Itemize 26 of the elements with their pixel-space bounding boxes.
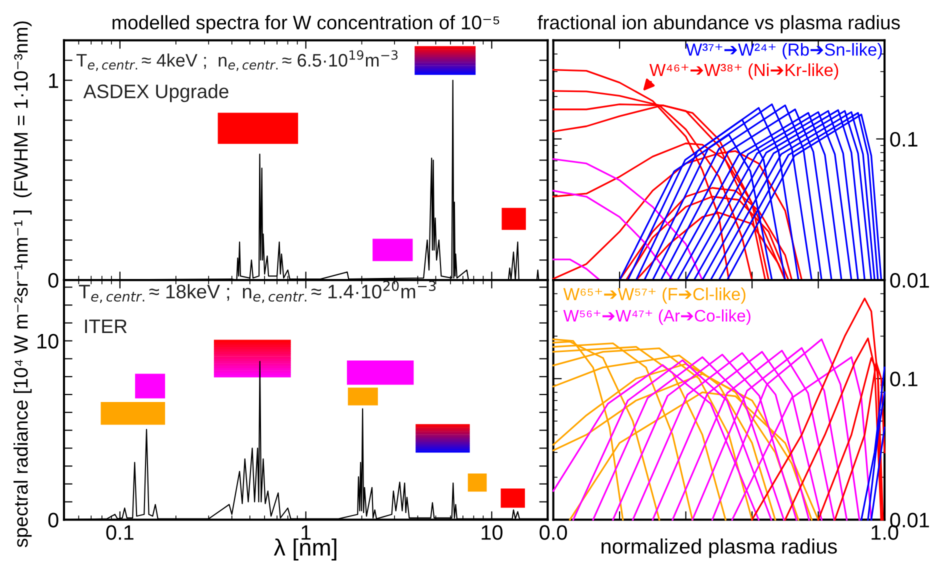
y-tick-label: 0: [48, 512, 58, 528]
x-tick-label: 10: [482, 525, 502, 540]
y-tick-label: 0.01: [890, 512, 929, 528]
y-tick-label: 0.1: [890, 132, 918, 147]
annotation: T$_{e,centr.}$≈ 4keV ; n$_{e,centr.}$≈ 6.5·10$^{19}$m$^{−3}$: [76, 50, 398, 71]
chart-title: fractional ion abundance vs plasma radius: [538, 15, 900, 34]
y-tick-label: 0.1: [890, 372, 918, 386]
chart-title: modelled spectra for W concentration of 10⁻⁵: [112, 15, 500, 34]
annotation: W³⁷⁺➔W²⁴⁺ (Rb➔Sn-like): [686, 43, 882, 60]
x-tick-label: 1.0: [872, 525, 898, 540]
x-axis-title: λ [nm]: [274, 538, 336, 560]
x-tick-label: 0.0: [540, 525, 567, 540]
x-axis-title: normalized plasma radius: [602, 538, 837, 558]
y-axis-title: spectral radiance [10⁴ W m⁻²sr⁻¹nm⁻¹ ] (FWHM = 1·10⁻³nm): [14, 21, 32, 548]
y-tick-label: 0: [48, 273, 58, 288]
x-tick-label: 0.1: [106, 525, 134, 540]
annotation: W⁴⁶⁺➔W³⁸⁺ (Ni➔Kr-like): [649, 63, 838, 80]
annotation: ASDEX Upgrade: [83, 84, 228, 102]
annotation: W⁶⁵⁺➔W⁵⁷⁺ (F➔Cl-like): [563, 288, 746, 304]
annotation: W⁵⁶⁺➔W⁴⁷⁺ (Ar➔Co-like): [563, 309, 750, 325]
y-tick-label: 0.01: [890, 273, 929, 288]
annotation: T$_{e,centr.}$≈ 18keV ; n$_{e,centr.}$≈ 1.4·10$^{20}$m$^{−3}$: [78, 280, 436, 304]
annotation: ITER: [85, 320, 127, 333]
y-tick-label: 1: [49, 73, 58, 88]
x-tick-label: 1: [302, 525, 311, 540]
y-tick-label: 10: [38, 334, 58, 349]
